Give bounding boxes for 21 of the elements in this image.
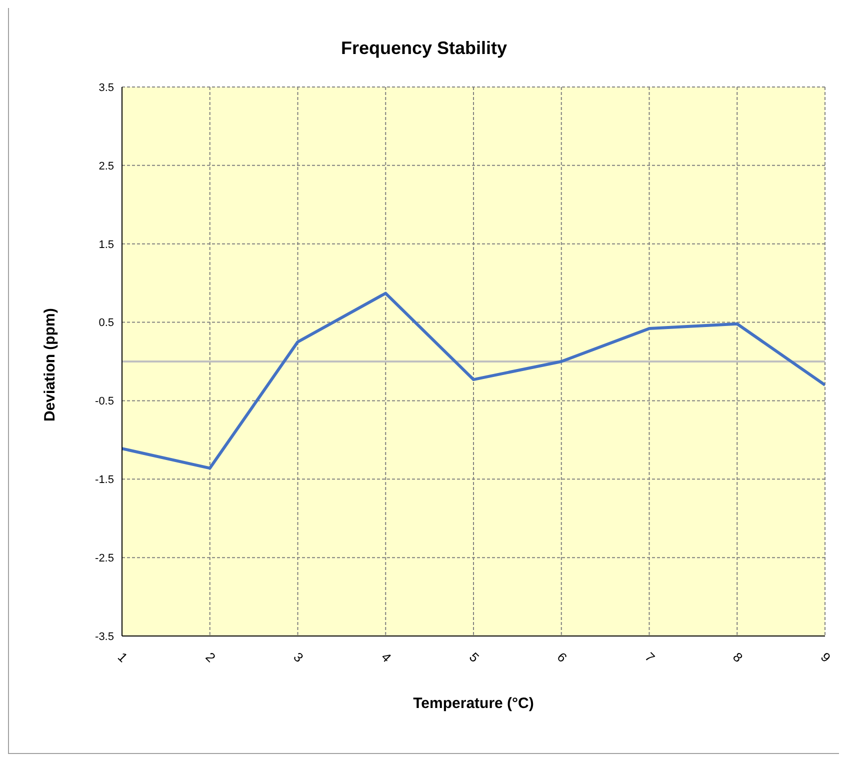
y-tick-label: 2.5 xyxy=(98,160,114,172)
x-tick-label: 7 xyxy=(642,649,658,666)
x-tick-label: 5 xyxy=(466,649,482,666)
y-tick-label: 1.5 xyxy=(98,238,114,251)
y-tick-label: -2.5 xyxy=(95,552,114,564)
x-tick-label: 6 xyxy=(554,649,570,666)
y-tick-label: -0.5 xyxy=(95,396,114,408)
y-tick-label: -3.5 xyxy=(95,630,114,643)
y-tick-label: 3.5 xyxy=(98,82,114,94)
chart-title: Frequency Stability xyxy=(340,38,508,59)
x-tick-label: 4 xyxy=(378,649,394,666)
x-tick-label: 1 xyxy=(114,649,131,666)
line-series xyxy=(122,292,825,470)
y-tick-label: -1.5 xyxy=(95,474,114,486)
x-axis-title: Temperature (°C) xyxy=(413,695,534,712)
x-tick-label: 2 xyxy=(202,649,218,666)
y-tick-label: 0.5 xyxy=(98,317,114,330)
y-axis-title: Deviation (ppm) xyxy=(41,308,58,422)
x-tick-label: 3 xyxy=(290,649,306,666)
x-tick-label: 8 xyxy=(730,649,746,666)
x-tick-label: 9 xyxy=(818,649,834,666)
